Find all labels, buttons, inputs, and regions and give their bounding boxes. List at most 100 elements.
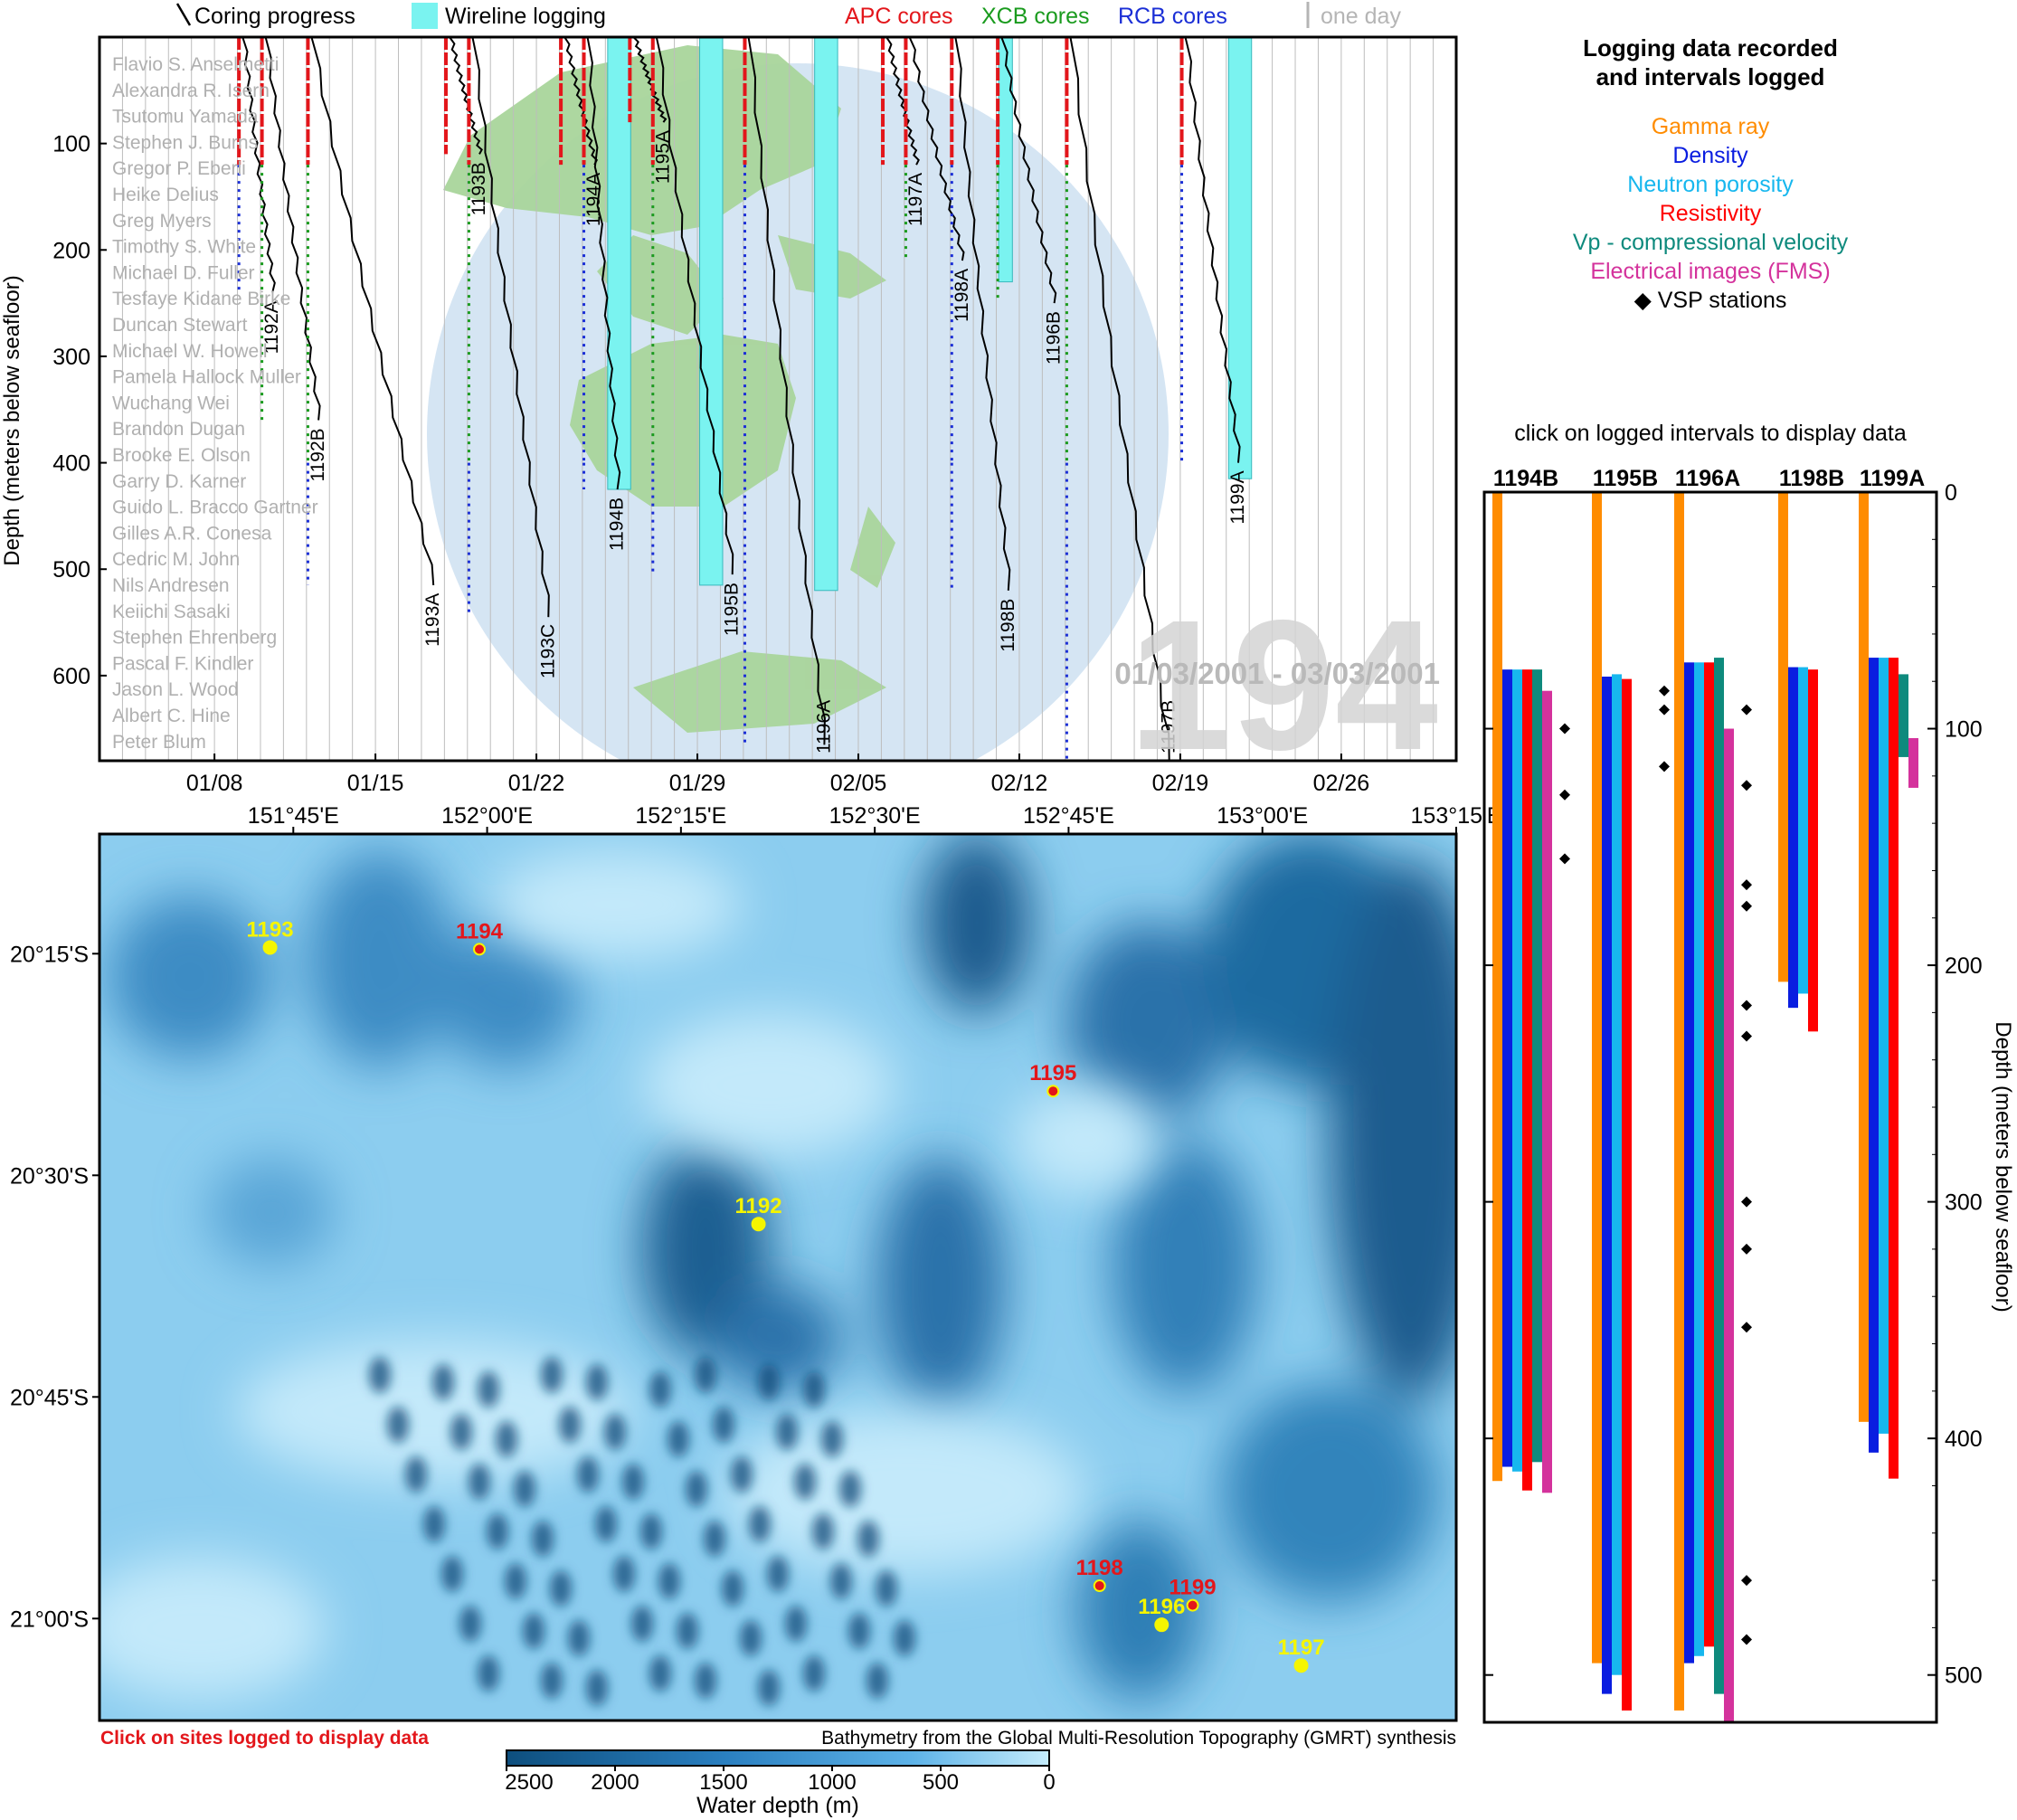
site-marker-1198[interactable] xyxy=(1093,1579,1106,1593)
site-label-1194[interactable]: 1194 xyxy=(456,919,504,943)
log-interval-1194B-electrical[interactable] xyxy=(1542,690,1552,1493)
longitude-tick-label: 152°45'E xyxy=(1023,803,1114,829)
seamount-shape xyxy=(894,1620,915,1656)
coring-legend-line xyxy=(175,3,192,26)
wireline-interval-1195B[interactable] xyxy=(699,37,724,586)
vsp-station-marker xyxy=(1741,1243,1752,1255)
scientist-name: Guido L. Bracco Gartner xyxy=(112,498,318,518)
coring-legend-label: Coring progress xyxy=(194,4,355,29)
wireline-interval-1196A[interactable] xyxy=(814,37,838,592)
log-interval-1195B-density[interactable] xyxy=(1602,677,1612,1694)
log-interval-1196A-electrical[interactable] xyxy=(1724,728,1734,1722)
longitude-tick-label: 152°15'E xyxy=(635,803,726,829)
rcb-legend-label: RCB cores xyxy=(1118,4,1227,29)
vsp-station-marker xyxy=(1741,1196,1752,1208)
scientist-name: Brooke E. Olson xyxy=(112,445,251,466)
coring-curve-1198B xyxy=(954,37,1011,591)
hole-label-1195B: 1195B xyxy=(722,583,743,636)
seamount-shape xyxy=(369,1357,391,1393)
scientist-name: Tsutomu Yamada xyxy=(112,107,259,128)
coring-progress-chart: Coring progress Wireline logging APC cor… xyxy=(0,2,1458,796)
site-marker-1194[interactable] xyxy=(473,943,486,956)
colorbar-tick-label: 2000 xyxy=(591,1770,639,1795)
scientist-name: Michael D. Fuller xyxy=(112,262,255,283)
seamount-shape xyxy=(785,1606,807,1642)
log-interval-1196A-resistivity[interactable] xyxy=(1704,662,1714,1647)
seamount-shape xyxy=(758,1364,780,1400)
hole-label-1197B: 1197B xyxy=(1159,700,1179,754)
site-label-1195[interactable]: 1195 xyxy=(1029,1061,1076,1085)
coring-curve-1193C xyxy=(471,37,550,618)
seamount-shape xyxy=(469,1464,490,1500)
bathymetry-image xyxy=(99,834,1456,1720)
top-legend: Coring progress Wireline logging APC cor… xyxy=(175,2,1401,29)
log-interval-1196A-density[interactable] xyxy=(1684,662,1694,1664)
wireline-interval-1194B[interactable] xyxy=(607,37,631,490)
hole-label-1193B: 1193B xyxy=(469,162,489,215)
scientist-list: Flavio S. Anselmetti Alexandra R. Isern Ts… xyxy=(112,54,318,753)
site-marker-1199[interactable] xyxy=(1186,1598,1199,1612)
wireline-legend-label: Wireline logging xyxy=(445,4,606,29)
scientist-name: Pascal F. Kindler xyxy=(112,653,253,674)
date-tick-label: 02/19 xyxy=(1152,771,1209,796)
site-label-1198[interactable]: 1198 xyxy=(1076,1556,1123,1580)
site-label-1192: 1192 xyxy=(735,1194,782,1218)
logging-depth-tick-label: 200 xyxy=(1945,953,1983,979)
log-interval-1195B-neutron[interactable] xyxy=(1612,674,1622,1675)
seamount-shape xyxy=(731,1456,753,1493)
hole-label-1198A: 1198A xyxy=(952,269,972,322)
colorbar-ticks: 2500 2000 1500 1000 500 0 xyxy=(505,1766,1056,1795)
log-interval-1196A-vp[interactable] xyxy=(1714,658,1724,1694)
seamount-shape xyxy=(532,1521,554,1557)
seamount-shape xyxy=(803,1655,825,1692)
scientist-name: Nils Andresen xyxy=(112,575,230,596)
date-tick-label: 01/22 xyxy=(508,771,565,796)
site-label-1193: 1193 xyxy=(247,917,294,942)
hole-label-1194B: 1194B xyxy=(607,498,628,551)
colorbar-tick-label: 500 xyxy=(923,1770,959,1795)
bathymetry-map: 151°45'E 152°00'E 152°15'E 152°30'E 152°45'E… xyxy=(10,803,1492,1818)
date-tick-label: 01/15 xyxy=(347,771,404,796)
seamount-shape xyxy=(677,1613,698,1649)
date-tick-label: 01/29 xyxy=(669,771,726,796)
apc-legend-label: APC cores xyxy=(845,4,952,29)
vsp-station-marker xyxy=(1741,879,1752,891)
coring-curve-1197A xyxy=(885,37,920,166)
seamount-shape xyxy=(478,1371,499,1408)
logging-depth-title: Depth (meters below seafloor) xyxy=(1991,1021,2015,1312)
hole-label-1192A: 1192A xyxy=(261,300,282,354)
seamount-shape xyxy=(876,1570,897,1607)
coring-curve-1196B xyxy=(1000,37,1057,304)
seamount-shape xyxy=(432,1364,454,1400)
log-interval-1195B-resistivity[interactable] xyxy=(1622,678,1632,1711)
site-marker-1195[interactable] xyxy=(1046,1085,1060,1098)
bathymetry-credit: Bathymetry from the Global Multi-Resolut… xyxy=(821,1728,1456,1749)
map-click-hint: Click on sites logged to display data xyxy=(100,1728,429,1749)
colorbar-tick-label: 1000 xyxy=(808,1770,856,1795)
site-label-1199[interactable]: 1199 xyxy=(1169,1576,1217,1600)
depth-tick-label: 200 xyxy=(52,238,90,263)
hole-label-1196A: 1196A xyxy=(813,700,834,754)
scientist-name: Flavio S. Anselmetti xyxy=(112,54,279,75)
coring-curve-1193B xyxy=(449,37,483,155)
colorbar-title: Water depth (m) xyxy=(696,1793,859,1818)
seamount-shape xyxy=(658,1563,680,1599)
depth-axis: 100 200 300 400 500 600 xyxy=(52,132,107,689)
seamount-shape xyxy=(767,1556,789,1592)
scientist-name: Gilles A.R. Conesa xyxy=(112,523,272,544)
seamount-shape xyxy=(505,1563,526,1599)
seamount-shape xyxy=(821,1421,843,1457)
wireline-interval-1198B[interactable] xyxy=(998,37,1013,283)
expedition-dates: 01/03/2001 - 03/03/2001 xyxy=(1114,657,1440,690)
scientist-name: Garry D. Karner xyxy=(112,471,246,492)
longitude-tick-label: 153°15'E xyxy=(1411,803,1492,829)
seamount-shape xyxy=(631,1606,653,1642)
depth-tick-label: 100 xyxy=(52,132,90,157)
seamount-shape xyxy=(866,1663,888,1699)
scientist-name: Duncan Stewart xyxy=(112,315,248,336)
expedition-number-watermark: 194 xyxy=(1129,582,1438,789)
log-interval-1196A-neutron[interactable] xyxy=(1694,662,1704,1656)
seamount-shape xyxy=(405,1456,427,1493)
seamount-shape xyxy=(830,1563,852,1599)
seamount-shape xyxy=(550,1570,572,1607)
